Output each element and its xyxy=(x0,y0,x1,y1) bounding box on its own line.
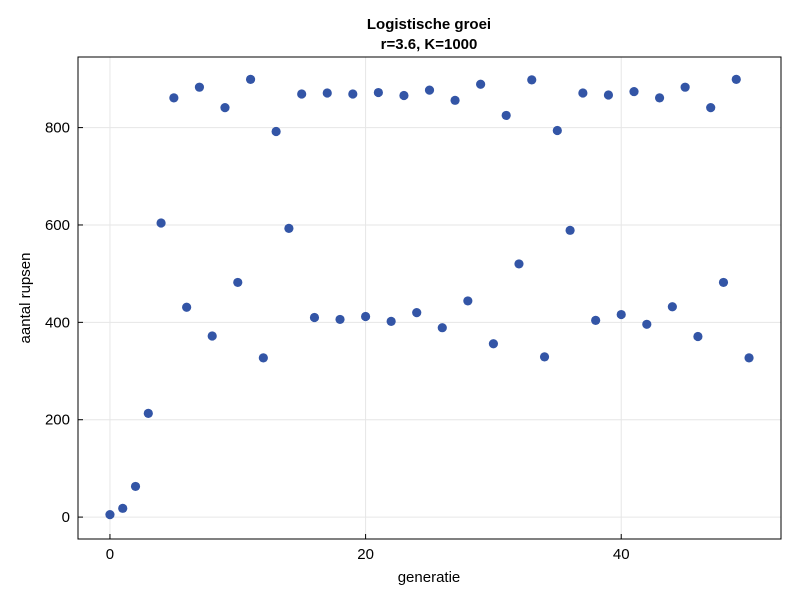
chart-title: Logistische groei xyxy=(367,16,491,33)
data-point xyxy=(527,75,537,85)
data-point xyxy=(258,353,268,363)
data-point xyxy=(642,319,652,329)
data-point xyxy=(744,353,754,363)
y-tick-label: 0 xyxy=(62,509,70,526)
data-point xyxy=(386,316,396,326)
data-point xyxy=(271,126,281,137)
data-point xyxy=(130,481,141,492)
y-tick-label: 200 xyxy=(45,412,70,429)
data-point xyxy=(463,296,473,306)
data-point xyxy=(731,74,741,84)
data-point xyxy=(603,90,614,100)
data-point xyxy=(143,408,153,418)
data-point xyxy=(335,314,345,325)
data-point xyxy=(399,90,409,101)
data-point xyxy=(539,352,550,362)
data-point xyxy=(220,103,230,113)
data-point xyxy=(552,125,562,136)
x-tick-label: 20 xyxy=(357,546,374,563)
data-point xyxy=(169,93,179,103)
data-point xyxy=(309,312,320,323)
data-point xyxy=(284,223,294,233)
data-point xyxy=(476,79,486,89)
data-point xyxy=(233,277,243,288)
data-point xyxy=(667,302,677,312)
data-point xyxy=(412,308,422,318)
data-point xyxy=(424,85,435,95)
data-point xyxy=(693,331,703,342)
y-tick-label: 400 xyxy=(45,314,70,331)
chart-subtitle: r=3.6, K=1000 xyxy=(381,36,478,53)
data-point xyxy=(654,93,665,103)
data-point xyxy=(245,74,256,84)
data-point xyxy=(360,311,371,322)
x-axis-label: generatie xyxy=(398,569,461,586)
y-tick-label: 600 xyxy=(45,217,70,234)
data-point xyxy=(488,339,499,349)
data-point xyxy=(182,302,192,312)
data-point xyxy=(207,331,217,341)
data-point xyxy=(118,503,128,513)
data-point xyxy=(514,259,524,269)
y-tick-label: 800 xyxy=(45,120,70,137)
data-point xyxy=(348,89,358,99)
data-point xyxy=(501,110,511,121)
data-point xyxy=(591,315,601,325)
data-point xyxy=(322,88,332,98)
data-point xyxy=(629,86,639,97)
data-point xyxy=(437,323,447,333)
data-point xyxy=(450,95,460,105)
data-point xyxy=(297,89,307,99)
y-axis-label: aantal rupsen xyxy=(17,253,34,344)
data-point xyxy=(373,87,383,98)
data-point xyxy=(706,103,716,113)
data-point xyxy=(578,88,588,98)
grid-lines xyxy=(78,57,781,539)
data-point xyxy=(565,225,575,235)
plot-frame xyxy=(77,56,782,540)
x-tick-label: 0 xyxy=(106,546,114,563)
data-point xyxy=(105,510,115,520)
x-tick-label: 40 xyxy=(613,546,630,563)
data-point xyxy=(156,218,166,228)
data-point xyxy=(616,309,626,320)
data-point xyxy=(194,82,205,92)
data-points xyxy=(105,74,754,520)
data-point xyxy=(718,277,729,288)
data-point xyxy=(680,82,690,92)
